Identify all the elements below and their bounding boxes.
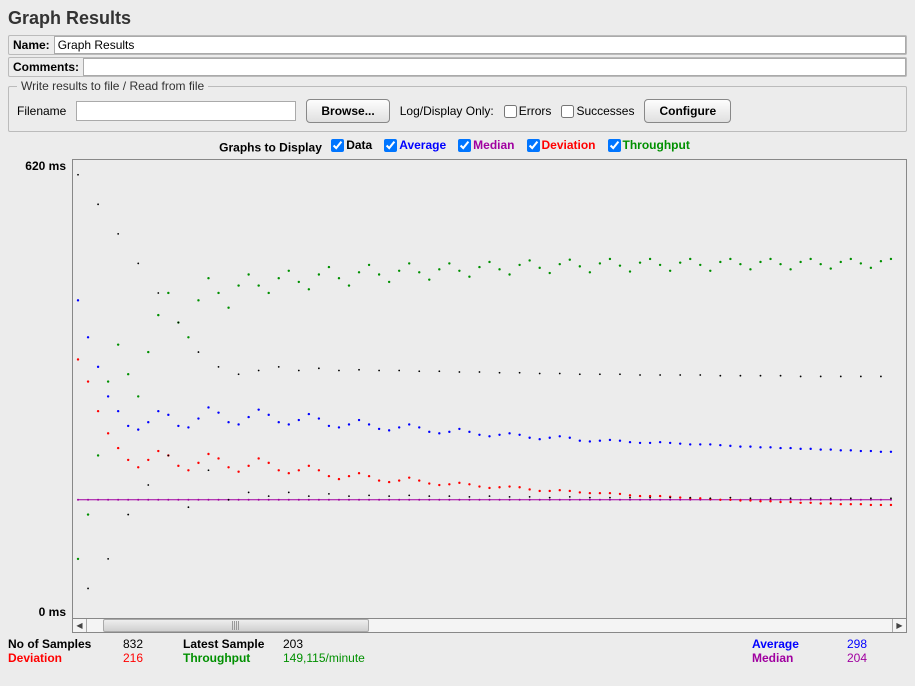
chart-canvas bbox=[72, 159, 907, 619]
horizontal-scrollbar[interactable]: ◀ ▶ bbox=[72, 619, 907, 633]
file-fieldset: Write results to file / Read from file F… bbox=[8, 79, 907, 132]
stat-label: Latest Sample bbox=[183, 637, 283, 651]
stat-value: 298 bbox=[847, 637, 907, 651]
chart-region: 620 ms 0 ms ◀ ▶ bbox=[8, 159, 907, 633]
graph-toggle-average-checkbox[interactable] bbox=[384, 139, 397, 152]
stat-value: 149,115/minute bbox=[283, 651, 752, 665]
graphs-to-display-bar: Graphs to Display Data Average Median De… bbox=[8, 138, 907, 155]
scroll-thumb[interactable] bbox=[103, 619, 369, 632]
graph-toggle-label: Median bbox=[473, 138, 514, 152]
successes-label: Successes bbox=[576, 104, 634, 118]
browse-button[interactable]: Browse... bbox=[306, 99, 389, 123]
graph-toggle-label: Deviation bbox=[542, 138, 596, 152]
stat-value: 832 bbox=[123, 637, 183, 651]
stats-bar: No of Samples832Latest Sample203Average2… bbox=[8, 637, 907, 665]
graph-toggle-label: Throughput bbox=[623, 138, 690, 152]
stat-value: 203 bbox=[283, 637, 752, 651]
y-axis: 620 ms 0 ms bbox=[8, 159, 72, 633]
stat-label: Deviation bbox=[8, 651, 123, 665]
scroll-right-arrow-icon[interactable]: ▶ bbox=[892, 618, 906, 632]
file-legend: Write results to file / Read from file bbox=[17, 79, 208, 93]
comments-label: Comments: bbox=[9, 58, 83, 76]
configure-button[interactable]: Configure bbox=[644, 99, 731, 123]
scroll-left-arrow-icon[interactable]: ◀ bbox=[73, 618, 87, 632]
errors-label: Errors bbox=[519, 104, 552, 118]
graph-toggle-deviation-checkbox[interactable] bbox=[527, 139, 540, 152]
graph-toggle-median: Median bbox=[458, 138, 514, 152]
graph-toggle-data-checkbox[interactable] bbox=[331, 139, 344, 152]
page-title: Graph Results bbox=[8, 8, 907, 29]
stat-label: Average bbox=[752, 637, 847, 651]
graph-toggle-label: Average bbox=[399, 138, 446, 152]
graph-toggle-median-checkbox[interactable] bbox=[458, 139, 471, 152]
stat-value: 216 bbox=[123, 651, 183, 665]
graph-toggle-average: Average bbox=[384, 138, 446, 152]
stat-label: Median bbox=[752, 651, 847, 665]
graph-toggle-deviation: Deviation bbox=[527, 138, 596, 152]
stat-value: 204 bbox=[847, 651, 907, 665]
stat-label: No of Samples bbox=[8, 637, 123, 651]
stat-label: Throughput bbox=[183, 651, 283, 665]
comments-input[interactable] bbox=[83, 58, 906, 76]
filename-label: Filename bbox=[17, 104, 66, 118]
filename-input[interactable] bbox=[76, 101, 296, 121]
successes-checkbox[interactable] bbox=[561, 105, 574, 118]
graph-toggle-throughput: Throughput bbox=[608, 138, 690, 152]
errors-checkbox[interactable] bbox=[504, 105, 517, 118]
graph-toggle-data: Data bbox=[331, 138, 372, 152]
graph-toggle-label: Data bbox=[346, 138, 372, 152]
graph-toggle-throughput-checkbox[interactable] bbox=[608, 139, 621, 152]
scroll-track[interactable] bbox=[87, 619, 892, 632]
name-input[interactable] bbox=[54, 36, 906, 54]
comments-row: Comments: bbox=[8, 57, 907, 77]
graphs-bar-title: Graphs to Display bbox=[219, 141, 322, 155]
y-min-label: 0 ms bbox=[39, 605, 66, 619]
name-row: Name: bbox=[8, 35, 907, 55]
name-label: Name: bbox=[9, 36, 54, 54]
logdisplay-label: Log/Display Only: bbox=[400, 104, 494, 118]
y-max-label: 620 ms bbox=[25, 159, 66, 173]
